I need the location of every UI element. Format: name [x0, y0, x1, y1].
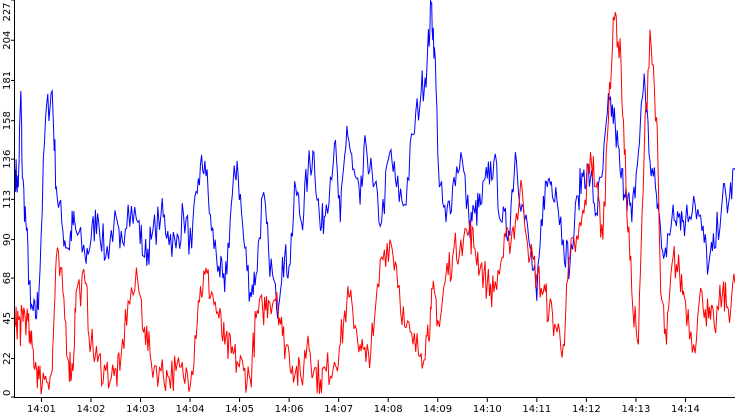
axes-layer	[14, 0, 735, 398]
y-tick-label: 90	[2, 233, 13, 246]
y-tick-label: 227	[2, 2, 13, 21]
x-tick-label: 14:11	[522, 404, 551, 415]
x-tick-label: 14:07	[324, 404, 353, 415]
y-ticks: 0 22 45 68 90 113 136 158 181 204 227	[2, 0, 15, 398]
x-tick-label: 14:13	[622, 404, 651, 415]
x-tick-label: 14:12	[572, 404, 601, 415]
y-tick-label: 181	[2, 71, 13, 90]
y-tick-label: 204	[2, 31, 13, 50]
series-line-2	[14, 12, 735, 395]
x-tick-label: 14:03	[126, 404, 155, 415]
x-tick-label: 14:06	[275, 404, 304, 415]
y-tick-label: 113	[2, 190, 13, 209]
x-tick-label: 14:14	[671, 404, 700, 415]
y-tick-label: 68	[2, 272, 13, 285]
x-tick-label: 14:09	[423, 404, 452, 415]
x-tick-label: 14:04	[176, 404, 205, 415]
y-tick-label: 0	[2, 390, 13, 396]
x-tick-label: 14:08	[374, 404, 403, 415]
y-tick-label: 158	[2, 111, 13, 130]
x-ticks: 14:01 14:02 14:03 14:04 14:05 14:06 14:07 14:08…	[27, 397, 700, 415]
y-tick-label: 136	[2, 150, 13, 169]
x-tick-label: 14:02	[77, 404, 106, 415]
x-tick-label: 14:01	[27, 404, 56, 415]
series-line-1	[14, 0, 735, 320]
y-tick-label: 22	[2, 352, 13, 365]
y-tick-label: 45	[2, 312, 13, 325]
series-layer	[14, 0, 735, 395]
x-tick-label: 14:10	[473, 404, 502, 415]
x-tick-label: 14:05	[225, 404, 254, 415]
